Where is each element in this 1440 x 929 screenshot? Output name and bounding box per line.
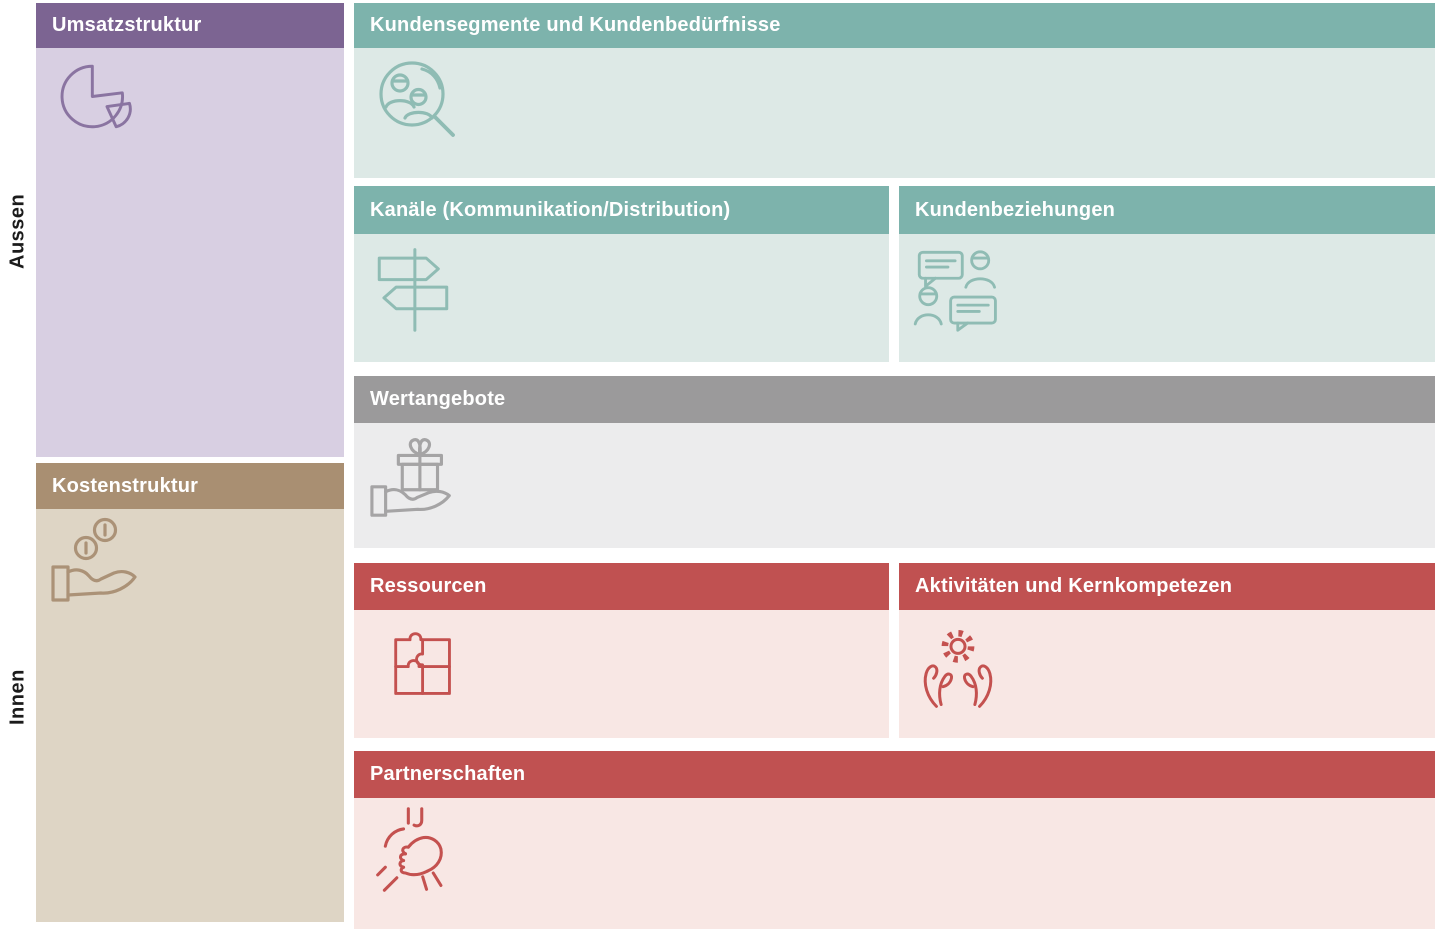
panel-title-ressourcen: Ressourcen bbox=[370, 575, 487, 597]
people-chat-icon bbox=[913, 250, 997, 332]
panel-header-kanaele: Kanäle (Kommunikation/Distribution) bbox=[354, 186, 889, 234]
panel-title-kanaele: Kanäle (Kommunikation/Distribution) bbox=[370, 198, 731, 221]
panel-umsatzstruktur: Umsatzstruktur bbox=[36, 3, 344, 457]
pie-chart-icon bbox=[60, 64, 132, 129]
axis-label-innen: Innen bbox=[6, 669, 29, 725]
panel-header-umsatzstruktur: Umsatzstruktur bbox=[36, 3, 344, 48]
panel-body-kostenstruktur bbox=[36, 509, 344, 922]
panel-header-ressourcen: Ressourcen bbox=[354, 563, 889, 610]
panel-body-kanaele bbox=[354, 234, 889, 362]
panel-title-kundenbeziehungen: Kundenbeziehungen bbox=[915, 198, 1116, 221]
panel-header-aktivitaeten: Aktivitäten und Kernkompetezen bbox=[899, 563, 1435, 610]
gift-in-hand-icon bbox=[370, 438, 451, 517]
panel-title-umsatzstruktur: Umsatzstruktur bbox=[52, 14, 202, 36]
panel-kostenstruktur: Kostenstruktur bbox=[36, 463, 344, 922]
panel-header-kundensegmente: Kundensegmente und Kundenbedürfnisse bbox=[354, 3, 1435, 48]
panel-body-umsatzstruktur bbox=[36, 48, 344, 457]
panel-title-aktivitaeten: Aktivitäten und Kernkompetezen bbox=[915, 575, 1233, 597]
panel-body-kundenbeziehungen bbox=[899, 234, 1435, 362]
panel-kanaele: Kanäle (Kommunikation/Distribution) bbox=[354, 186, 889, 362]
signpost-icon bbox=[377, 248, 449, 332]
panel-body-ressourcen bbox=[354, 610, 889, 738]
panel-body-partnerschaften bbox=[354, 798, 1435, 929]
panel-body-wertangebote bbox=[354, 423, 1435, 548]
panel-ressourcen: Ressourcen bbox=[354, 563, 889, 738]
panel-title-wertangebote: Wertangebote bbox=[370, 388, 506, 410]
axis-label-aussen: Aussen bbox=[6, 193, 29, 269]
panel-header-wertangebote: Wertangebote bbox=[354, 376, 1435, 423]
panel-title-kostenstruktur: Kostenstruktur bbox=[52, 474, 199, 497]
magnifier-people-icon bbox=[379, 61, 455, 137]
panel-partnerschaften: Partnerschaften bbox=[354, 751, 1435, 929]
panel-wertangebote: Wertangebote bbox=[354, 376, 1435, 548]
panel-header-kundenbeziehungen: Kundenbeziehungen bbox=[899, 186, 1435, 234]
panel-header-kostenstruktur: Kostenstruktur bbox=[36, 463, 344, 509]
panel-title-partnerschaften: Partnerschaften bbox=[370, 763, 526, 785]
panel-body-aktivitaeten bbox=[899, 610, 1435, 738]
coins-in-hand-icon bbox=[51, 517, 137, 602]
hands-together-icon bbox=[376, 807, 443, 892]
gear-hands-icon bbox=[923, 629, 993, 708]
panel-kundensegmente: Kundensegmente und Kundenbedürfnisse bbox=[354, 3, 1435, 178]
puzzle-icon bbox=[394, 632, 451, 695]
panel-body-kundensegmente bbox=[354, 48, 1435, 178]
panel-kundenbeziehungen: Kundenbeziehungen bbox=[899, 186, 1435, 362]
panel-title-kundensegmente: Kundensegmente und Kundenbedürfnisse bbox=[370, 14, 781, 36]
panel-header-partnerschaften: Partnerschaften bbox=[354, 751, 1435, 798]
panel-aktivitaeten: Aktivitäten und Kernkompetezen bbox=[899, 563, 1435, 738]
